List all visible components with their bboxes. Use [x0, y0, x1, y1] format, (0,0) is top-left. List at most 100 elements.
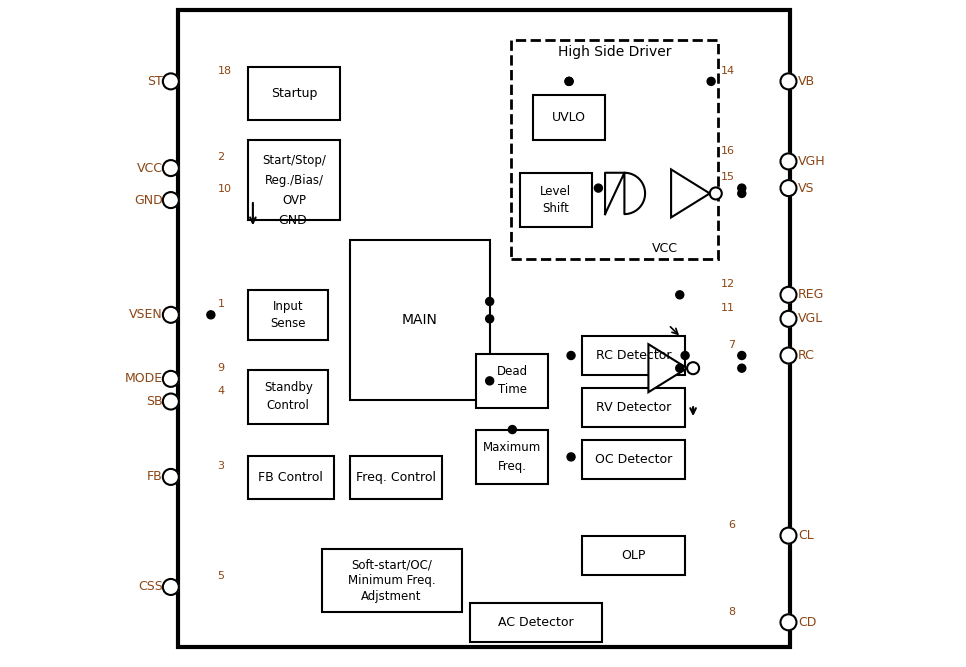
- Text: 3: 3: [217, 462, 224, 471]
- Text: Time: Time: [497, 384, 526, 396]
- Text: VGL: VGL: [798, 312, 823, 325]
- Text: 8: 8: [728, 607, 735, 616]
- Text: Level: Level: [540, 185, 571, 197]
- Text: Shift: Shift: [542, 203, 569, 215]
- Text: RC: RC: [798, 349, 814, 362]
- Text: 12: 12: [721, 279, 735, 289]
- Text: 9: 9: [217, 364, 225, 373]
- FancyBboxPatch shape: [520, 173, 592, 227]
- FancyBboxPatch shape: [582, 336, 685, 375]
- FancyBboxPatch shape: [582, 388, 685, 427]
- Text: VB: VB: [798, 75, 815, 88]
- Text: SB: SB: [146, 395, 163, 408]
- Circle shape: [486, 377, 494, 385]
- Text: Sense: Sense: [270, 317, 306, 330]
- FancyBboxPatch shape: [533, 95, 605, 140]
- Text: 1: 1: [217, 299, 224, 309]
- Circle shape: [738, 364, 746, 372]
- FancyBboxPatch shape: [476, 430, 549, 484]
- Text: OLP: OLP: [621, 549, 645, 562]
- FancyBboxPatch shape: [322, 549, 462, 612]
- Circle shape: [707, 77, 715, 85]
- Circle shape: [676, 364, 684, 372]
- FancyBboxPatch shape: [469, 603, 602, 642]
- Circle shape: [508, 426, 517, 434]
- Text: Input: Input: [273, 300, 303, 313]
- Circle shape: [163, 469, 179, 485]
- Circle shape: [781, 614, 797, 630]
- FancyBboxPatch shape: [248, 456, 333, 499]
- Circle shape: [565, 77, 573, 85]
- Text: OVP: OVP: [282, 193, 306, 207]
- Text: UVLO: UVLO: [552, 111, 586, 124]
- Text: FB Control: FB Control: [259, 471, 324, 484]
- Circle shape: [163, 192, 179, 208]
- Text: REG: REG: [798, 288, 824, 301]
- Circle shape: [163, 307, 179, 323]
- Text: Freq.: Freq.: [497, 460, 526, 472]
- Text: 18: 18: [217, 66, 232, 75]
- Text: Startup: Startup: [271, 87, 318, 100]
- Text: Reg./Bias/: Reg./Bias/: [265, 173, 324, 187]
- Text: Start/Stop/: Start/Stop/: [263, 153, 327, 167]
- FancyBboxPatch shape: [248, 140, 340, 220]
- Circle shape: [781, 287, 797, 303]
- FancyBboxPatch shape: [178, 10, 790, 647]
- Circle shape: [738, 189, 746, 197]
- Text: CL: CL: [798, 529, 813, 542]
- FancyBboxPatch shape: [248, 67, 340, 120]
- Text: ST: ST: [147, 75, 163, 88]
- FancyBboxPatch shape: [350, 456, 441, 499]
- Circle shape: [565, 77, 573, 85]
- Circle shape: [781, 311, 797, 327]
- Circle shape: [781, 73, 797, 89]
- Text: 16: 16: [722, 146, 735, 155]
- Text: VCC: VCC: [652, 241, 678, 255]
- Text: 5: 5: [217, 572, 224, 581]
- Polygon shape: [671, 169, 710, 217]
- Text: Maximum: Maximum: [483, 442, 542, 454]
- Text: CSS: CSS: [138, 580, 163, 594]
- FancyBboxPatch shape: [350, 240, 490, 400]
- Text: 2: 2: [217, 153, 225, 162]
- Circle shape: [486, 297, 494, 305]
- FancyBboxPatch shape: [248, 290, 328, 340]
- Circle shape: [163, 160, 179, 176]
- Text: MAIN: MAIN: [402, 313, 438, 327]
- Text: VSEN: VSEN: [129, 308, 163, 321]
- Polygon shape: [605, 173, 645, 214]
- Text: RC Detector: RC Detector: [596, 349, 671, 362]
- Text: 15: 15: [722, 173, 735, 182]
- Circle shape: [738, 184, 746, 192]
- Circle shape: [781, 180, 797, 196]
- Text: VS: VS: [798, 181, 814, 195]
- Text: CD: CD: [798, 616, 816, 629]
- Text: VCC: VCC: [137, 161, 163, 175]
- Circle shape: [594, 184, 603, 192]
- Text: OC Detector: OC Detector: [595, 453, 672, 466]
- Text: 10: 10: [217, 185, 232, 194]
- Circle shape: [163, 579, 179, 595]
- Text: Standby: Standby: [264, 382, 313, 394]
- Circle shape: [567, 453, 575, 461]
- Text: 11: 11: [722, 303, 735, 313]
- Text: Freq. Control: Freq. Control: [355, 471, 436, 484]
- Circle shape: [207, 311, 214, 319]
- Circle shape: [781, 528, 797, 544]
- Circle shape: [163, 394, 179, 410]
- Text: 4: 4: [217, 386, 225, 396]
- Text: 7: 7: [728, 340, 735, 350]
- Text: High Side Driver: High Side Driver: [557, 45, 671, 59]
- Circle shape: [781, 153, 797, 169]
- Circle shape: [687, 362, 699, 374]
- Circle shape: [163, 73, 179, 89]
- FancyBboxPatch shape: [248, 370, 328, 424]
- Circle shape: [163, 371, 179, 387]
- Text: Adjstment: Adjstment: [361, 590, 422, 603]
- Circle shape: [681, 352, 689, 360]
- Polygon shape: [648, 344, 687, 392]
- FancyBboxPatch shape: [476, 354, 549, 408]
- Circle shape: [486, 315, 494, 323]
- Text: GND: GND: [278, 213, 307, 227]
- Text: FB: FB: [147, 470, 163, 484]
